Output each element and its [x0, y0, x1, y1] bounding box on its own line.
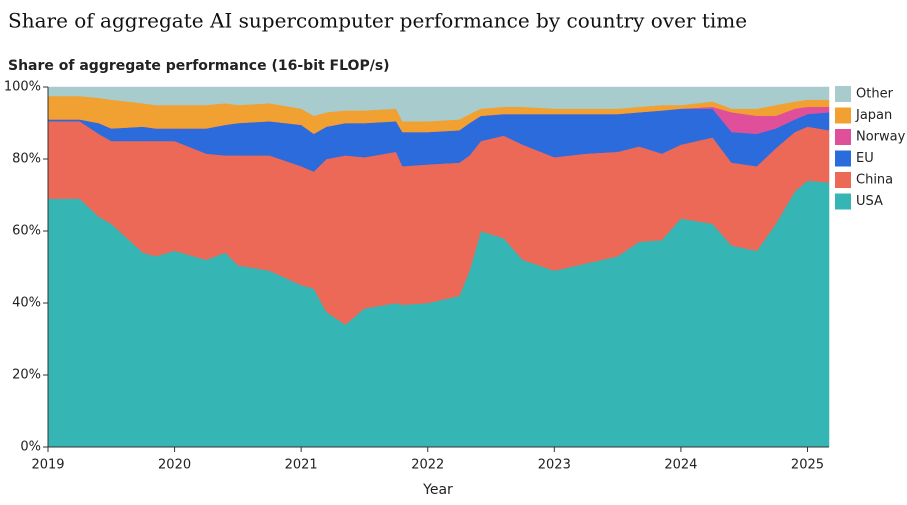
x-tick-label: 2019	[31, 458, 64, 473]
y-tick-label: 60%	[12, 224, 41, 239]
y-tick-label: 100%	[4, 80, 41, 95]
legend-label: Japan	[855, 108, 892, 123]
legend-swatch	[835, 86, 851, 102]
legend-swatch	[835, 172, 851, 188]
legend-label: Norway	[856, 130, 906, 145]
y-tick-label: 40%	[12, 296, 41, 311]
legend-swatch	[835, 150, 851, 167]
legend-label: China	[856, 173, 893, 188]
chart-subtitle: Share of aggregate performance (16-bit F…	[8, 58, 390, 74]
legend-swatch	[835, 193, 851, 210]
y-tick-label: 20%	[12, 368, 41, 383]
x-tick-label: 2023	[538, 458, 571, 473]
x-axis-label: Year	[422, 482, 453, 498]
x-tick-label: 2024	[664, 458, 697, 473]
x-tick-label: 2021	[285, 458, 318, 473]
x-tick-label: 2022	[411, 458, 444, 473]
legend-label: USA	[856, 194, 883, 209]
legend-swatch	[835, 107, 851, 124]
legend-label: Other	[856, 87, 894, 102]
chart-title: Share of aggregate AI supercomputer perf…	[8, 9, 747, 33]
legend-swatch	[835, 129, 851, 145]
legend-label: EU	[856, 151, 874, 166]
y-tick-label: 80%	[12, 152, 41, 167]
x-tick-label: 2025	[791, 458, 824, 473]
y-tick-label: 0%	[20, 440, 41, 455]
area	[47, 86, 830, 122]
x-tick-label: 2020	[158, 458, 191, 473]
